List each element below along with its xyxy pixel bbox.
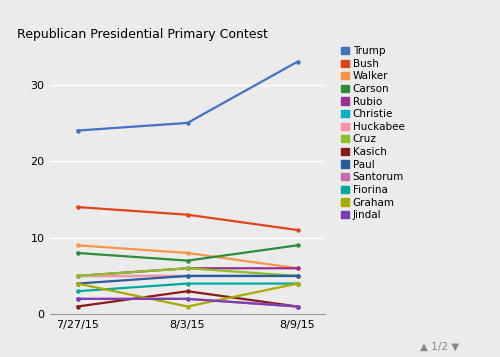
Text: Republican Presidential Primary Contest: Republican Presidential Primary Contest [17,28,268,41]
Text: ▲ 1/2 ▼: ▲ 1/2 ▼ [420,342,460,352]
Legend: Trump, Bush, Walker, Carson, Rubio, Christie, Huckabee, Cruz, Kasich, Paul, Sant: Trump, Bush, Walker, Carson, Rubio, Chri… [341,46,404,220]
